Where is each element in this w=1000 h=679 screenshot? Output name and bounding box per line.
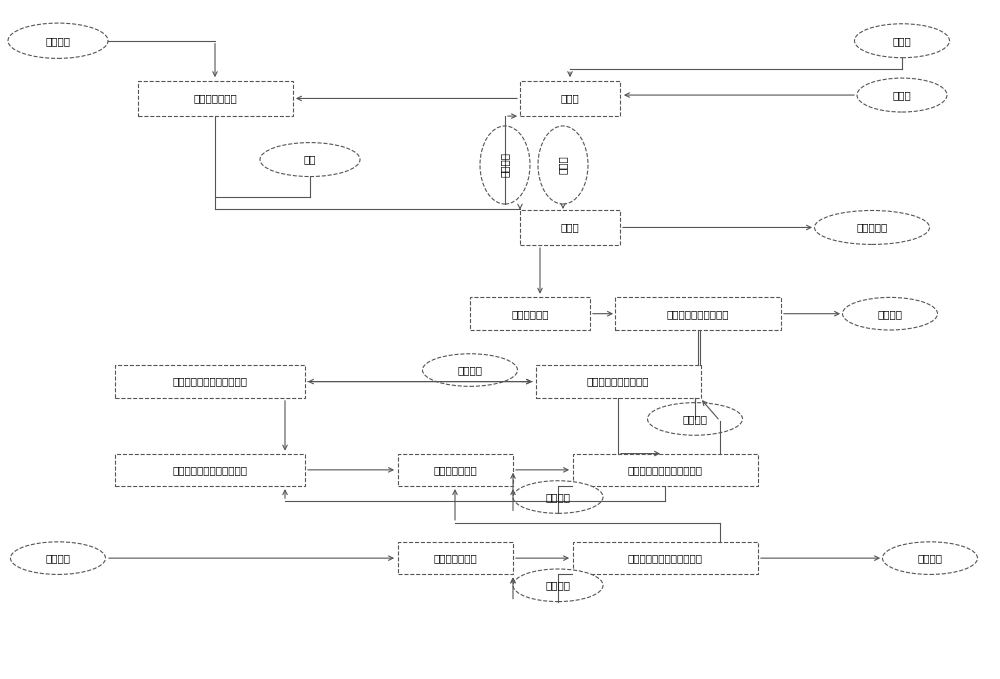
Text: 复合汽提脱氨塔汽提段: 复合汽提脱氨塔汽提段 <box>587 377 649 386</box>
FancyBboxPatch shape <box>398 454 513 486</box>
Ellipse shape <box>883 542 978 574</box>
Ellipse shape <box>857 78 947 112</box>
Ellipse shape <box>260 143 360 177</box>
Ellipse shape <box>648 403 742 435</box>
Text: 脱氨废水: 脱氨废水 <box>918 553 942 563</box>
Text: 脱氨废水: 脱氨废水 <box>682 414 708 424</box>
Text: 复合汽提脱氨塔精馏段: 复合汽提脱氨塔精馏段 <box>667 309 729 318</box>
Text: 氨氮废水: 氨氮废水 <box>458 365 482 375</box>
Text: 合成蒸汽: 合成蒸汽 <box>500 153 510 177</box>
Ellipse shape <box>10 542 106 574</box>
Text: 蒸汽喷射压缩器: 蒸汽喷射压缩器 <box>193 94 237 103</box>
Text: 补充蒸汽: 补充蒸汽 <box>46 36 70 45</box>
Ellipse shape <box>513 481 603 513</box>
Text: 文丘里水喷射器: 文丘里水喷射器 <box>433 553 477 563</box>
Ellipse shape <box>480 126 530 204</box>
Text: 蒸汽: 蒸汽 <box>304 155 316 164</box>
FancyBboxPatch shape <box>398 542 513 574</box>
Text: 吸收液: 吸收液 <box>558 155 568 175</box>
Text: 蒸汽循环热泵: 蒸汽循环热泵 <box>511 309 549 318</box>
Ellipse shape <box>854 24 950 58</box>
Text: 浓硫酸: 浓硫酸 <box>893 36 911 45</box>
Text: 饱和塔: 饱和塔 <box>561 223 579 232</box>
Ellipse shape <box>8 23 108 58</box>
FancyBboxPatch shape <box>520 210 620 245</box>
Text: 工艺水: 工艺水 <box>893 90 911 100</box>
Text: 闪蒸蒸汽: 闪蒸蒸汽 <box>546 581 570 590</box>
Text: 文丘里水喷射器: 文丘里水喷射器 <box>433 465 477 475</box>
Ellipse shape <box>814 210 930 244</box>
Text: 复合汽提脱氨塔一级混合段: 复合汽提脱氨塔一级混合段 <box>173 465 248 475</box>
Text: 复合汽提脱氨塔二级混合段: 复合汽提脱氨塔二级混合段 <box>173 377 248 386</box>
Ellipse shape <box>422 354 518 386</box>
Text: 复合汽提脱氨塔一级闪蒸段: 复合汽提脱氨塔一级闪蒸段 <box>628 465 702 475</box>
Ellipse shape <box>842 297 938 330</box>
Text: 硫酸铵产品: 硫酸铵产品 <box>856 223 888 232</box>
FancyBboxPatch shape <box>536 365 700 398</box>
FancyBboxPatch shape <box>115 365 305 398</box>
Ellipse shape <box>513 569 603 602</box>
FancyBboxPatch shape <box>615 297 780 330</box>
Ellipse shape <box>538 126 588 204</box>
FancyBboxPatch shape <box>520 81 620 116</box>
FancyBboxPatch shape <box>470 297 590 330</box>
Text: 闪蒸蒸汽: 闪蒸蒸汽 <box>546 492 570 502</box>
FancyBboxPatch shape <box>115 454 305 486</box>
FancyBboxPatch shape <box>572 542 758 574</box>
Text: 氨水产品: 氨水产品 <box>878 309 902 318</box>
Text: 吸收塔: 吸收塔 <box>561 94 579 103</box>
FancyBboxPatch shape <box>138 81 292 116</box>
FancyBboxPatch shape <box>572 454 758 486</box>
Text: 复合汽提脱氨塔二级闪蒸段: 复合汽提脱氨塔二级闪蒸段 <box>628 553 702 563</box>
Text: 氨氮废水: 氨氮废水 <box>46 553 70 563</box>
